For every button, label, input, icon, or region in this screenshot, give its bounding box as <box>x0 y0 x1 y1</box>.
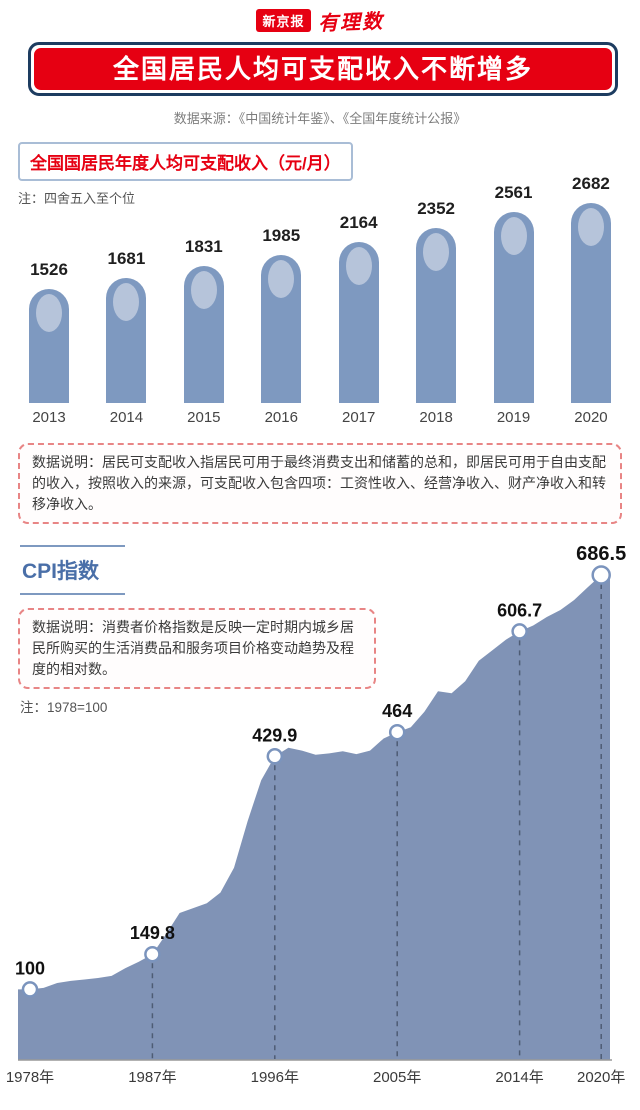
bar <box>570 203 611 403</box>
column-logo: 有理数 <box>317 10 384 36</box>
bar-value-label: 2164 <box>339 213 378 232</box>
x-tick-label: 1978年 <box>6 1069 54 1086</box>
cpi-chart-title: CPI指数 <box>20 545 126 595</box>
bar-highlight <box>190 271 217 309</box>
bar-year-label: 2014 <box>109 409 144 426</box>
bar-value-label: 2352 <box>417 199 456 218</box>
bar <box>261 255 302 403</box>
bar-highlight <box>268 260 295 298</box>
income-bar-chart: 1526 2013 1681 2014 1831 2015 1985 2016 2164 2017… <box>18 163 622 428</box>
bar-column: 2164 2017 <box>328 163 390 428</box>
income-chart-title: 全国国居民年度人均可支配收入（元/月） <box>18 142 353 181</box>
point-value-label: 100 <box>15 958 45 978</box>
bar <box>493 212 534 403</box>
bar-value-label: 1681 <box>107 249 146 268</box>
cpi-area <box>18 575 610 1060</box>
bar-value-label: 1831 <box>184 237 223 256</box>
data-point-circle <box>388 723 406 741</box>
bar-highlight <box>577 208 604 246</box>
bar-year-label: 2015 <box>187 409 221 426</box>
bar-year-label: 2018 <box>419 409 453 426</box>
cpi-chart-note: 注：1978=100 <box>20 700 108 715</box>
masthead: 新京报 有理数 <box>0 6 640 35</box>
bar-column: 2682 2020 <box>560 163 622 428</box>
bar-column: 2561 2019 <box>483 163 545 428</box>
page-title: 全国居民人均可支配收入不断增多 <box>34 48 612 90</box>
x-tick-label: 2005年 <box>373 1069 421 1086</box>
bar-year-label: 2020 <box>574 409 608 426</box>
bar-value-label: 1526 <box>30 260 68 279</box>
x-tick-label: 2014年 <box>495 1069 543 1086</box>
bar-highlight <box>36 294 62 332</box>
bar <box>338 242 379 403</box>
data-source-text: 数据来源：《中国统计年鉴》、《全国年度统计公报》 <box>173 111 467 126</box>
bar-highlight <box>113 283 140 321</box>
income-description-box: 数据说明：居民可支配收入指居民可用于最终消费支出和储蓄的总和，即居民可用于自由支… <box>18 443 622 524</box>
bar-year-label: 2013 <box>32 409 66 426</box>
bar-value-label: 2561 <box>494 183 533 202</box>
data-point-circle <box>21 981 39 998</box>
point-value-label: 429.9 <box>252 725 297 745</box>
bar-column: 2352 2018 <box>405 163 467 428</box>
cpi-description-box: 数据说明：消费者价格指数是反映一定时期内城乡居民所购买的生活消费品和服务项目价格… <box>18 608 376 689</box>
bar <box>183 266 224 403</box>
point-value-label: 149.8 <box>130 923 175 943</box>
title-banner: 全国居民人均可支配收入不断增多 <box>28 42 618 96</box>
point-value-label: 606.7 <box>497 600 542 620</box>
data-point-circle <box>591 565 611 585</box>
bar <box>416 228 457 403</box>
bar-value-label: 2682 <box>572 174 610 193</box>
data-point-circle <box>266 748 284 765</box>
x-tick-label: 2020年 <box>577 1069 625 1086</box>
bar-year-label: 2019 <box>496 409 531 426</box>
data-point-circle <box>511 623 528 640</box>
bar-highlight <box>500 217 527 255</box>
data-point-circle <box>144 945 161 963</box>
bar-column: 1526 2013 <box>18 163 80 428</box>
bar-value-label: 1985 <box>262 226 301 245</box>
x-tick-label: 1996年 <box>251 1069 299 1086</box>
bar-column: 1681 2014 <box>95 163 157 428</box>
bar-year-label: 2017 <box>342 409 376 426</box>
bar <box>106 278 147 403</box>
income-chart-note: 注：四舍五入至个位 <box>18 191 136 206</box>
newspaper-logo: 新京报 <box>256 9 311 32</box>
point-value-label: 686.5 <box>576 545 626 565</box>
bar-column: 1831 2015 <box>173 163 235 428</box>
x-tick-label: 1987年 <box>128 1069 176 1086</box>
bar-highlight <box>345 247 372 285</box>
bar-highlight <box>423 233 450 271</box>
bar <box>29 289 69 403</box>
bar-column: 1985 2016 <box>250 163 312 428</box>
bar-year-label: 2016 <box>264 409 298 426</box>
point-value-label: 464 <box>382 701 412 721</box>
cpi-area-chart: 100 149.8 429.9 464 606.7 686.5 1978年 1987年 1996… <box>6 545 626 1086</box>
